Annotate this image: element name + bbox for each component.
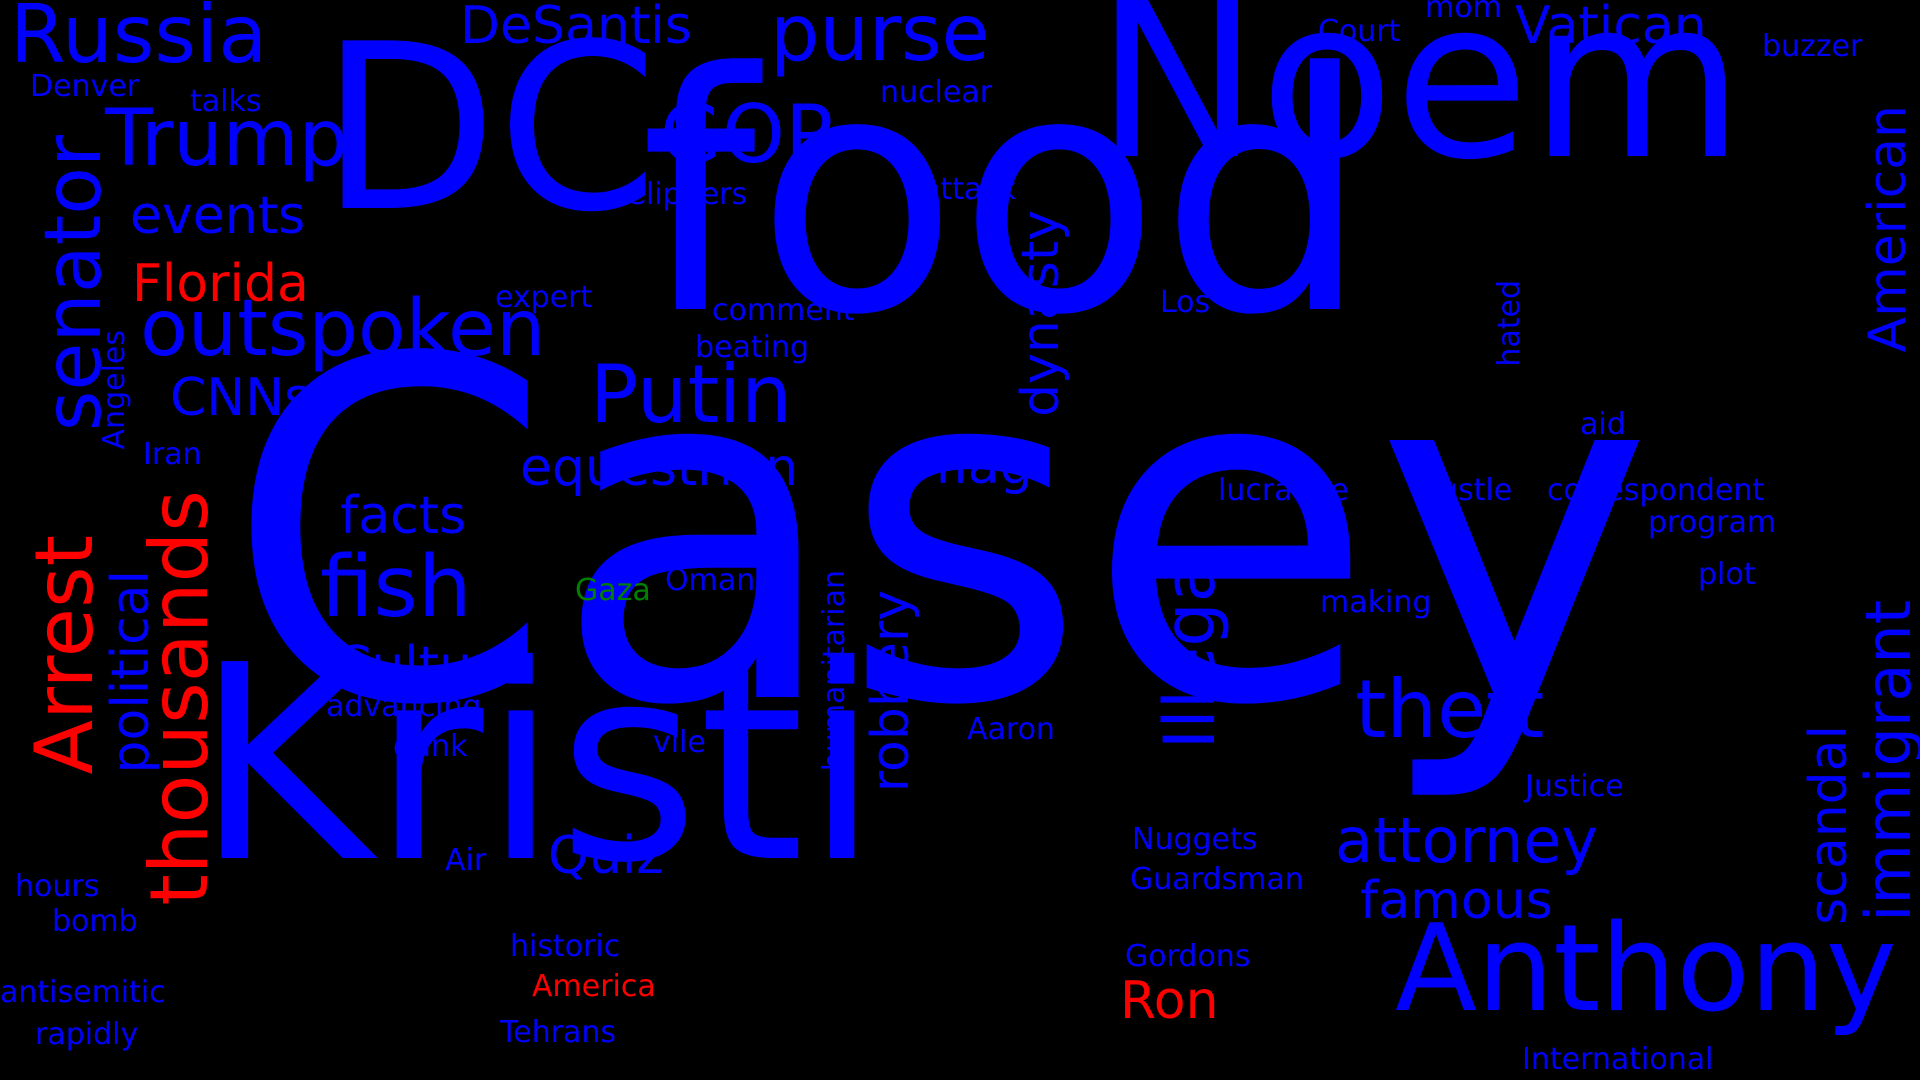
- word-talks: talks: [190, 84, 262, 119]
- word-plot: plot: [1698, 557, 1756, 592]
- word-kristi: Kristi: [195, 607, 880, 922]
- word-clippers: Clippers: [625, 177, 748, 212]
- word-purse: purse: [770, 0, 990, 79]
- word-guardsman: Guardsman: [1130, 862, 1304, 897]
- word-putin: Putin: [590, 348, 792, 441]
- word-anthony: Anthony: [1395, 900, 1897, 1039]
- word-facts: facts: [340, 486, 467, 546]
- word-antisemitic: antisemitic: [0, 975, 166, 1010]
- word-desantis: DeSantis: [460, 0, 692, 56]
- word-robbery: robbery: [861, 590, 921, 793]
- word-russia: Russia: [10, 0, 268, 81]
- word-america: America: [532, 969, 656, 1004]
- word-florida: Florida: [132, 254, 309, 314]
- word-culture: Culture: [335, 636, 525, 696]
- word-beating: beating: [695, 330, 810, 365]
- word-hustle: hustle: [1420, 473, 1513, 508]
- word-international: International: [1522, 1042, 1714, 1077]
- word-events: events: [130, 186, 306, 246]
- word-los: Los: [1160, 285, 1211, 320]
- word-justice: Justice: [1525, 769, 1624, 804]
- word-dunk: dunk: [393, 729, 468, 764]
- word-gop: GOP: [660, 88, 834, 181]
- word-cnns: CNNs: [170, 368, 312, 428]
- word-illegal: Illegal: [1149, 540, 1231, 750]
- word-flag: flag: [935, 436, 1033, 496]
- word-equestrian: equestrian: [520, 438, 799, 498]
- word-program: program: [1648, 505, 1777, 540]
- word-vile: vile: [653, 725, 706, 760]
- word-buzzer: buzzer: [1762, 29, 1863, 64]
- word-theft: theft: [1355, 663, 1545, 756]
- word-famous: famous: [1360, 871, 1553, 931]
- word-denver: Denver: [30, 69, 140, 104]
- word-comment: comment: [712, 293, 855, 328]
- word-fish: fish: [320, 538, 472, 637]
- word-political: political: [101, 570, 161, 774]
- word-vatican: Vatican: [1515, 0, 1707, 56]
- word-nuggets: Nuggets: [1132, 822, 1258, 857]
- word-nuclear: nuclear: [880, 75, 993, 110]
- word-noem: Noem: [1095, 0, 1744, 208]
- word-aaron: Aaron: [967, 712, 1055, 747]
- word-american: American: [1858, 105, 1918, 353]
- word-advancing: advancing: [326, 689, 482, 724]
- word-immigrant: immigrant: [1852, 600, 1920, 922]
- word-trump: Trump: [105, 94, 349, 184]
- word-dc: DC: [320, 0, 658, 263]
- word-hours: hours: [15, 869, 100, 904]
- word-arrest: Arrest: [18, 535, 111, 775]
- word-bomb: bomb: [52, 904, 138, 939]
- word-attack: attack: [922, 172, 1017, 207]
- word-historic: historic: [510, 929, 621, 964]
- word-dynasty: dynasty: [1011, 210, 1071, 417]
- word-iran: Iran: [143, 437, 202, 472]
- word-angeles: Angeles: [97, 330, 132, 450]
- word-gordons: Gordons: [1125, 939, 1251, 974]
- word-quiz: Quiz: [548, 826, 664, 886]
- word-court: Court: [1318, 14, 1401, 49]
- word-humanitarian: humanitarian: [817, 570, 852, 772]
- word-expert: expert: [495, 280, 593, 315]
- word-food: food: [640, 3, 1370, 387]
- word-attorney: attorney: [1335, 804, 1599, 877]
- word-mom: mom: [1425, 0, 1502, 25]
- word-oman: Oman: [665, 563, 756, 598]
- word-correspondent: correspondent: [1547, 473, 1765, 508]
- word-air: Air: [445, 843, 487, 878]
- word-casey: Casey: [225, 261, 1654, 808]
- word-tehrans: Tehrans: [500, 1015, 617, 1050]
- word-gaza: Gaza: [575, 573, 651, 608]
- word-outspoken: outspoken: [140, 284, 546, 374]
- word-hated: hated: [1492, 280, 1527, 367]
- word-making: making: [1320, 585, 1432, 620]
- word-aid: aid: [1580, 407, 1626, 442]
- word-lucrative: lucrative: [1218, 473, 1349, 508]
- word-rapidly: rapidly: [35, 1017, 139, 1052]
- word-scandal: scandal: [1799, 725, 1859, 925]
- word-ron: Ron: [1120, 971, 1219, 1031]
